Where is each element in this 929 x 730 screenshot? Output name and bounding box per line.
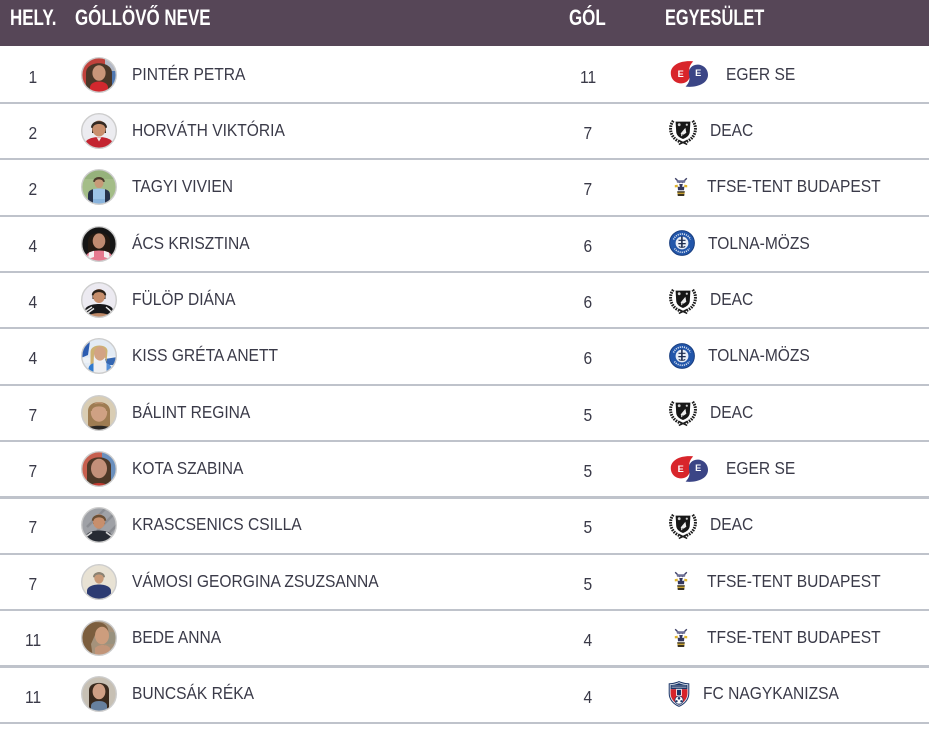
svg-text:E: E	[678, 464, 684, 474]
svg-text:E: E	[678, 69, 684, 79]
svg-text:E: E	[695, 463, 701, 473]
svg-text:E: E	[695, 68, 701, 78]
